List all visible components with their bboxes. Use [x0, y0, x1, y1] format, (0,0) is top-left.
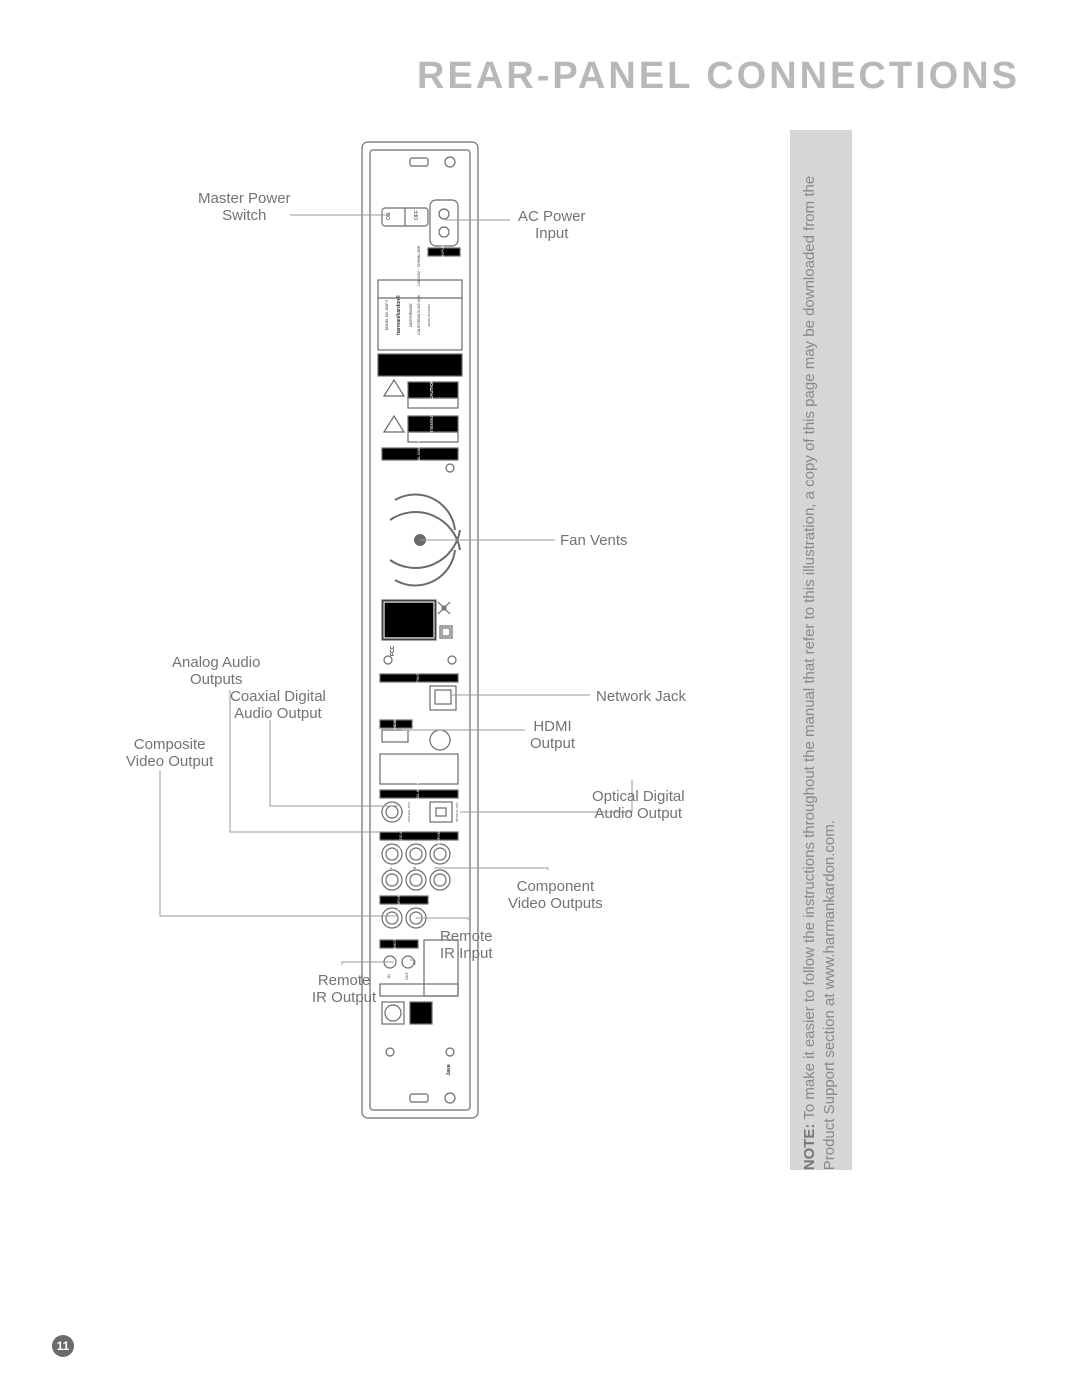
note-text: NOTE: To make it easier to follow the in… — [800, 150, 841, 1170]
page-number: 11 — [52, 1335, 74, 1357]
callout-fan: Fan Vents — [560, 532, 628, 549]
callout-component: ComponentVideo Outputs — [508, 878, 603, 913]
callout-coax: Coaxial DigitalAudio Output — [230, 688, 326, 723]
callout-network: Network Jack — [596, 688, 686, 705]
callout-master-power: Master PowerSwitch — [198, 190, 291, 225]
leader-lines — [0, 0, 1080, 1200]
callout-hdmi: HDMIOutput — [530, 718, 575, 753]
callout-optical: Optical DigitalAudio Output — [592, 788, 685, 823]
callout-ir-input: RemoteIR Input — [440, 928, 493, 963]
note-box: NOTE: To make it easier to follow the in… — [790, 130, 852, 1170]
callout-ir-output: RemoteIR Output — [312, 972, 376, 1007]
callout-analog-audio: Analog AudioOutputs — [172, 654, 260, 689]
callout-ac-power: AC PowerInput — [518, 208, 586, 243]
callout-composite: CompositeVideo Output — [126, 736, 213, 771]
